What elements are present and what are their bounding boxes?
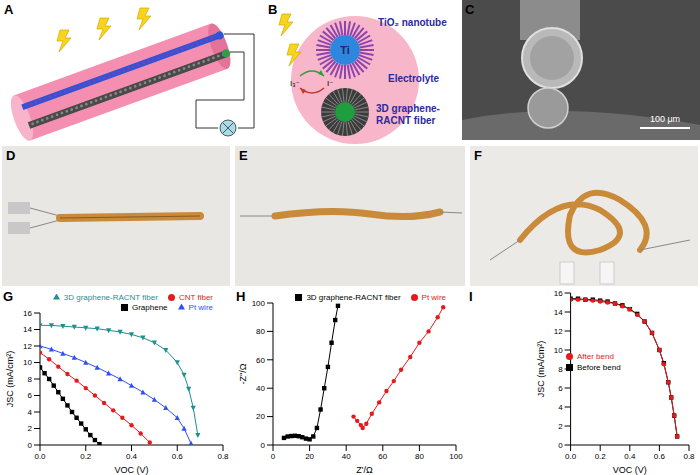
svg-text:Ti: Ti [340,44,350,56]
svg-text:I⁻: I⁻ [327,79,333,88]
svg-text:10: 10 [23,358,32,367]
svg-text:0.8: 0.8 [683,452,695,461]
svg-text:E: E [239,148,248,163]
svg-text:14: 14 [23,325,32,334]
svg-text:6: 6 [558,384,563,393]
svg-text:0.6: 0.6 [654,452,666,461]
svg-text:20: 20 [256,412,265,421]
svg-text:0: 0 [261,441,266,450]
svg-text:JSC (mA/cm²): JSC (mA/cm²) [536,341,546,398]
svg-text:Electrolyte: Electrolyte [388,73,440,84]
svg-text:40: 40 [256,384,265,393]
svg-text:16: 16 [554,289,563,298]
svg-text:100: 100 [449,452,463,461]
svg-text:4: 4 [28,408,33,417]
svg-text:100: 100 [252,299,266,308]
svg-text:20: 20 [305,452,314,461]
svg-text:14: 14 [554,308,563,317]
svg-text:RACNT fiber: RACNT fiber [376,115,436,126]
svg-text:VOC (V): VOC (V) [114,465,148,475]
svg-text:C: C [465,2,475,17]
svg-text:I₃⁻: I₃⁻ [290,79,300,88]
svg-text:2: 2 [28,424,33,433]
svg-text:F: F [474,148,482,163]
svg-text:8: 8 [558,365,563,374]
svg-text:0.4: 0.4 [624,452,636,461]
svg-text:12: 12 [23,342,32,351]
html-text:3D graphene-RACNT fiber: 3D graphene-RACNT fiber [63,293,158,302]
svg-text:3D graphene-: 3D graphene- [376,103,440,114]
svg-text:60: 60 [256,356,265,365]
svg-text:60: 60 [378,452,387,461]
svg-text:0.0: 0.0 [565,452,577,461]
html-text:I: I [469,289,473,304]
svg-text:0.0: 0.0 [34,452,46,461]
svg-text:16: 16 [23,309,32,318]
svg-text:0.8: 0.8 [217,452,229,461]
svg-text:D: D [6,148,15,163]
svg-text:-Z''/Ω: -Z''/Ω [238,363,248,384]
html-text:H: H [236,289,246,304]
svg-text:80: 80 [415,452,424,461]
svg-text:0: 0 [271,452,276,461]
html-text:G: G [3,289,14,304]
svg-text:TiO₂ nanotube: TiO₂ nanotube [378,17,447,28]
svg-text:4: 4 [558,403,563,412]
svg-text:Z'/Ω: Z'/Ω [356,465,373,475]
svg-text:VOC (V): VOC (V) [613,465,647,475]
svg-text:40: 40 [342,452,351,461]
html-text:After bend: After bend [577,352,614,361]
svg-text:10: 10 [554,346,563,355]
html-text:CNT fiber: CNT fiber [178,293,213,302]
svg-text:0: 0 [28,441,33,450]
svg-text:0.4: 0.4 [126,452,138,461]
svg-text:80: 80 [256,327,265,336]
svg-text:2: 2 [558,422,563,431]
svg-text:6: 6 [28,391,33,400]
svg-text:0.2: 0.2 [80,452,92,461]
svg-text:100 μm: 100 μm [650,114,680,124]
svg-text:0.2: 0.2 [595,452,607,461]
html-text:Graphene: Graphene [132,303,168,312]
html-text:Before bend: Before bend [577,363,621,372]
svg-text:12: 12 [554,327,563,336]
svg-text:0.6: 0.6 [172,452,184,461]
svg-text:B: B [268,2,277,17]
html-text:Pt wire: Pt wire [421,293,446,302]
svg-text:A: A [4,2,14,17]
html-text:Pt wire: Pt wire [188,303,213,312]
svg-text:JSC (mA/cm²): JSC (mA/cm²) [5,351,15,408]
html-text:3D graphene-RACNT fiber: 3D graphene-RACNT fiber [306,293,401,302]
svg-text:0: 0 [558,441,563,450]
svg-text:8: 8 [28,375,33,384]
